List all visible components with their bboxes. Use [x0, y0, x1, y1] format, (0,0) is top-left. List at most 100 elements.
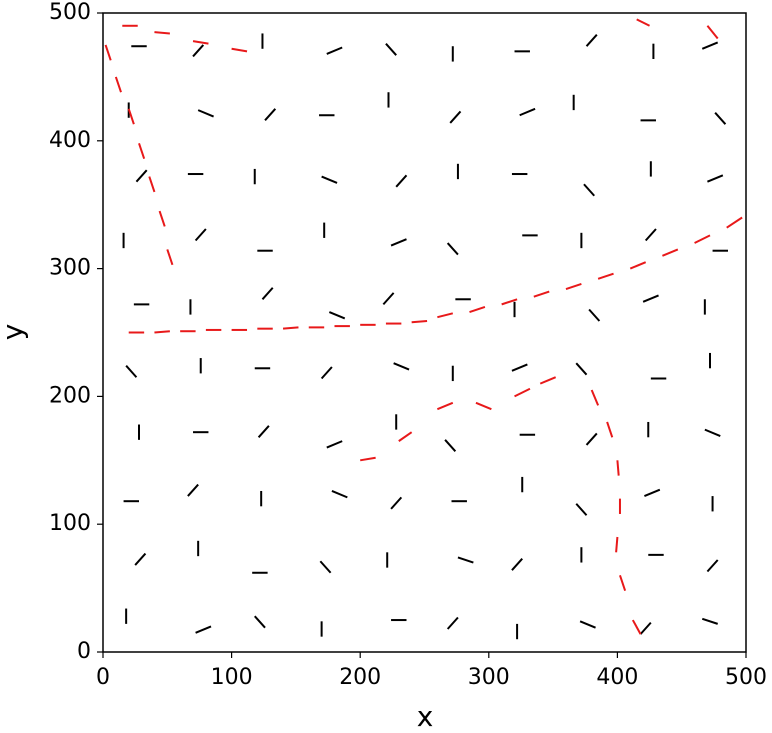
segment: [360, 456, 376, 462]
segment: [565, 282, 582, 290]
y-tick-label: 0: [77, 639, 91, 664]
segment: [704, 428, 721, 437]
segment: [154, 330, 170, 334]
segment: [411, 320, 428, 324]
segment: [192, 44, 205, 58]
segment: [585, 34, 598, 47]
segment: [398, 431, 413, 442]
segment: [197, 109, 214, 118]
segment: [444, 439, 457, 453]
segment: [125, 365, 138, 378]
segment: [706, 25, 719, 40]
segment: [575, 503, 588, 516]
segment: [114, 76, 122, 93]
segment: [390, 496, 403, 510]
segment: [264, 108, 277, 122]
segment: [127, 108, 135, 125]
segment: [257, 425, 270, 438]
segment: [154, 31, 170, 35]
y-tick-label: 300: [49, 256, 91, 281]
y-tick-label: 400: [49, 128, 91, 153]
x-tick-label: 300: [468, 665, 510, 690]
segment: [195, 625, 212, 634]
y-tick-label: 200: [49, 383, 91, 408]
segment: [446, 616, 459, 630]
y-tick-label: 100: [49, 511, 91, 536]
segment: [192, 40, 209, 45]
segment: [395, 174, 408, 188]
segment: [629, 261, 647, 270]
segment: [382, 292, 395, 306]
x-tick-label: 0: [96, 665, 110, 690]
segment: [158, 210, 166, 227]
segment: [644, 488, 661, 498]
segment: [134, 552, 147, 566]
segment: [135, 169, 148, 183]
segment: [706, 559, 719, 573]
segment: [701, 41, 719, 50]
segment: [597, 272, 614, 280]
x-tick-label: 200: [339, 665, 381, 690]
segment: [449, 110, 462, 124]
segment: [701, 617, 719, 625]
x-tick-label: 100: [211, 665, 253, 690]
segment: [326, 46, 343, 55]
segment: [662, 248, 679, 257]
segment: [588, 308, 601, 322]
segment: [519, 107, 536, 117]
segment: [642, 294, 659, 303]
segment: [331, 490, 348, 499]
segment: [326, 440, 343, 449]
segment: [615, 536, 619, 553]
segment: [707, 174, 724, 183]
segment: [636, 18, 650, 27]
segment: [457, 556, 474, 564]
segment: [616, 460, 620, 476]
segment: [104, 44, 112, 61]
segment: [166, 249, 174, 266]
segment: [639, 621, 652, 635]
segment: [575, 362, 588, 376]
segment: [148, 176, 156, 193]
segment: [261, 287, 274, 300]
y-tick-label: 500: [49, 0, 91, 25]
segment: [390, 238, 407, 247]
segment: [714, 112, 727, 125]
x-tick-label: 500: [725, 665, 767, 690]
segment: [501, 298, 518, 306]
y-axis-label: y: [0, 324, 29, 341]
plot-frame: [102, 12, 747, 653]
segment: [282, 326, 299, 330]
segment: [606, 421, 614, 438]
x-tick-label: 400: [596, 665, 638, 690]
segment: [254, 615, 266, 629]
segment: [514, 387, 531, 398]
segment: [469, 305, 486, 314]
segment: [194, 228, 207, 242]
segment: [619, 575, 627, 591]
segment: [475, 401, 492, 411]
segment: [321, 175, 338, 184]
segment: [231, 47, 248, 53]
segment: [585, 432, 598, 446]
segment: [437, 312, 454, 319]
segment: [319, 560, 332, 574]
segment: [511, 363, 528, 372]
segment: [644, 228, 657, 242]
segment: [436, 401, 454, 411]
segment: [187, 483, 199, 497]
segment: [511, 558, 523, 571]
segment: [579, 620, 596, 629]
segment: [583, 183, 595, 197]
segment: [694, 234, 711, 244]
segment: [631, 619, 642, 635]
segment: [533, 290, 550, 298]
segment: [328, 311, 346, 320]
segment: [590, 389, 600, 406]
segment: [320, 366, 333, 380]
x-axis-label: x: [417, 700, 434, 733]
segment: [138, 143, 146, 160]
segment: [726, 216, 743, 229]
